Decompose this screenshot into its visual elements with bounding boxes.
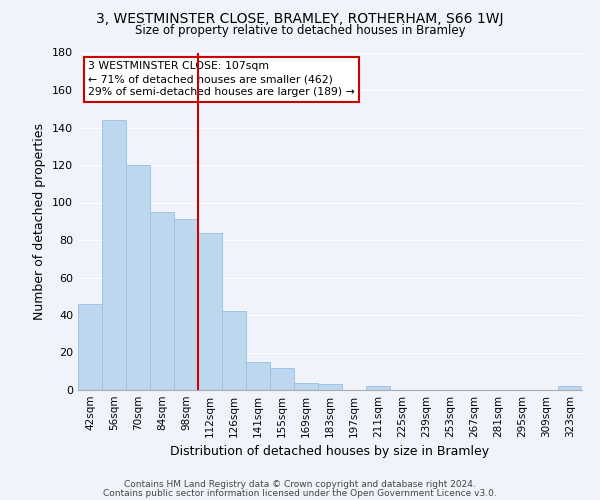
X-axis label: Distribution of detached houses by size in Bramley: Distribution of detached houses by size … — [170, 446, 490, 458]
Bar — [558, 386, 582, 390]
Bar — [318, 384, 342, 390]
Text: 3, WESTMINSTER CLOSE, BRAMLEY, ROTHERHAM, S66 1WJ: 3, WESTMINSTER CLOSE, BRAMLEY, ROTHERHAM… — [96, 12, 504, 26]
Text: Size of property relative to detached houses in Bramley: Size of property relative to detached ho… — [134, 24, 466, 37]
Bar — [270, 368, 294, 390]
Bar — [126, 165, 150, 390]
Y-axis label: Number of detached properties: Number of detached properties — [34, 122, 46, 320]
Bar — [102, 120, 126, 390]
Bar — [246, 362, 270, 390]
Text: 3 WESTMINSTER CLOSE: 107sqm
← 71% of detached houses are smaller (462)
29% of se: 3 WESTMINSTER CLOSE: 107sqm ← 71% of det… — [88, 61, 355, 98]
Bar — [78, 304, 102, 390]
Bar — [150, 212, 174, 390]
Text: Contains public sector information licensed under the Open Government Licence v3: Contains public sector information licen… — [103, 489, 497, 498]
Text: Contains HM Land Registry data © Crown copyright and database right 2024.: Contains HM Land Registry data © Crown c… — [124, 480, 476, 489]
Bar — [174, 220, 198, 390]
Bar — [294, 382, 318, 390]
Bar — [366, 386, 390, 390]
Bar — [222, 311, 246, 390]
Bar — [198, 232, 222, 390]
